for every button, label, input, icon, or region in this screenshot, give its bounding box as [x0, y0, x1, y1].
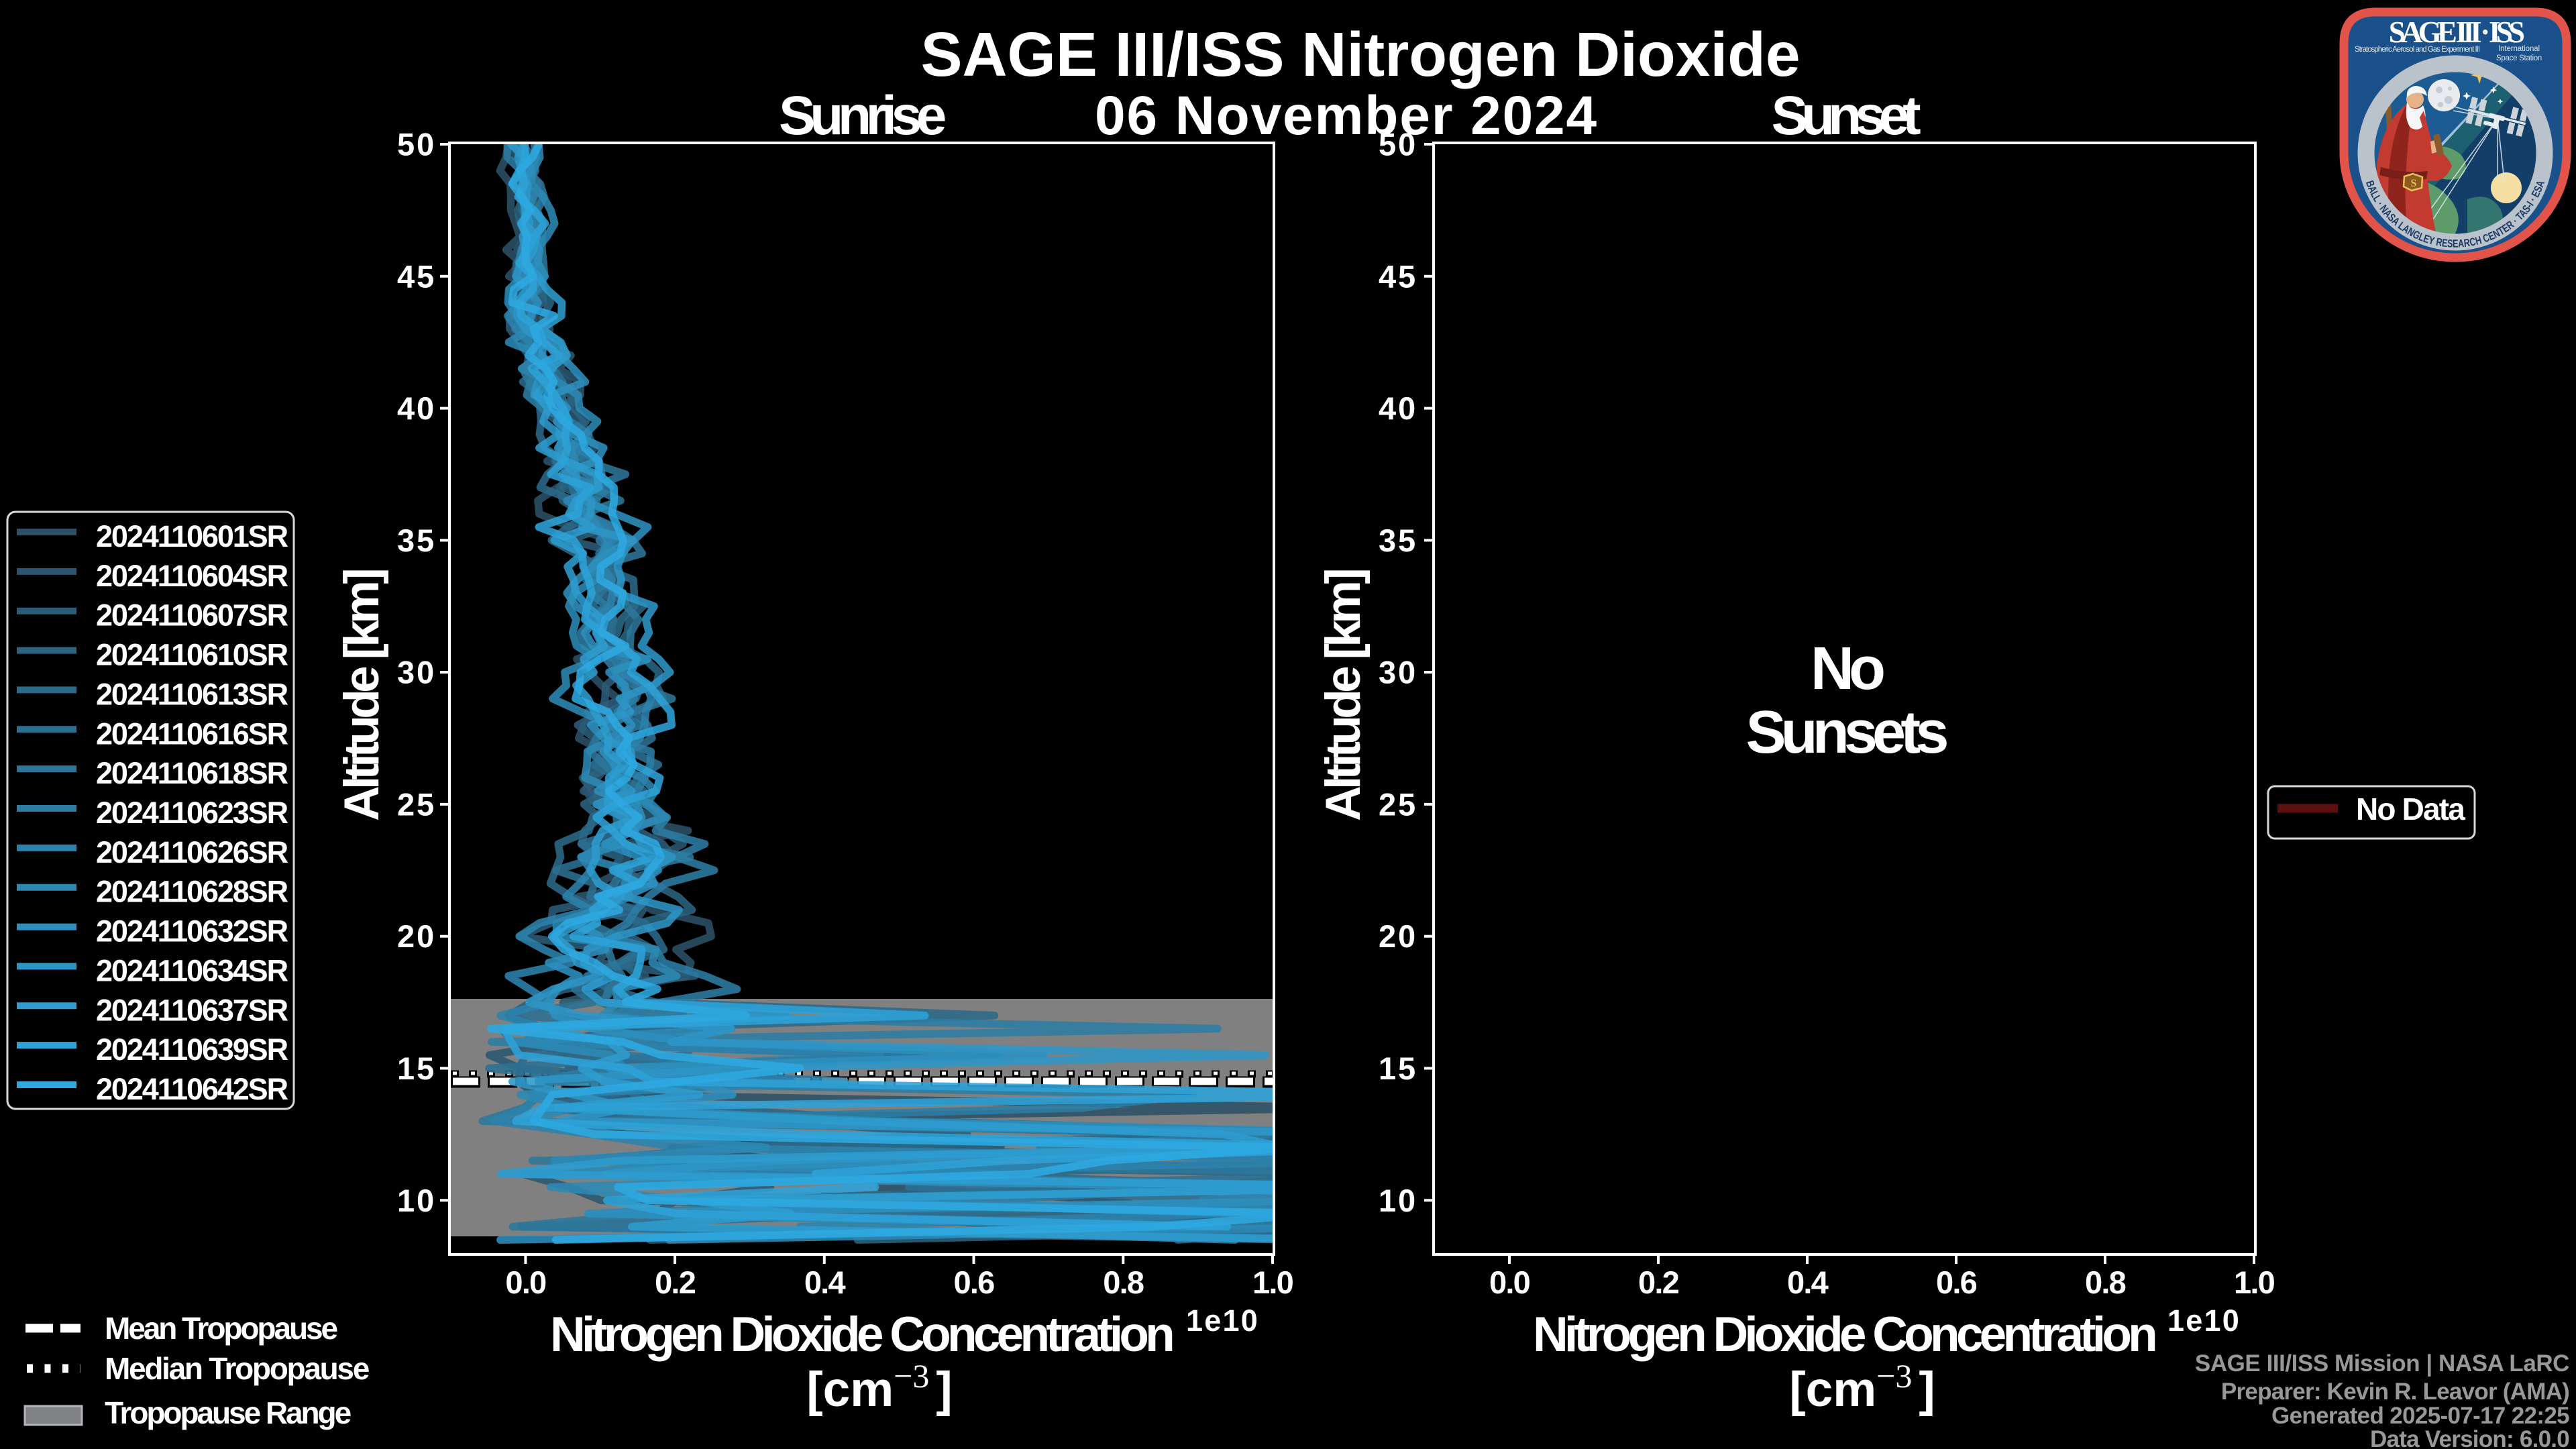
svg-text:Mean Tropopause: Mean Tropopause: [105, 1311, 338, 1346]
svg-text:0.2: 0.2: [655, 1265, 696, 1300]
svg-text:10: 10: [1379, 1183, 1417, 1218]
svg-text:Space Station: Space Station: [2496, 54, 2542, 62]
svg-text:2024110607SR: 2024110607SR: [96, 598, 288, 633]
svg-text:2024110642SR: 2024110642SR: [96, 1072, 288, 1106]
svg-text:06 November 2024: 06 November 2024: [1095, 85, 1598, 146]
svg-text:Preparer: Kevin R. Leavor (AMA: Preparer: Kevin R. Leavor (AMA): [2221, 1379, 2569, 1405]
svg-text:0.4: 0.4: [804, 1265, 846, 1300]
svg-text:0.6: 0.6: [954, 1265, 995, 1300]
svg-text:2024110610SR: 2024110610SR: [96, 638, 288, 672]
svg-text:SAGE III/ISS Mission | NASA La: SAGE III/ISS Mission | NASA LaRC: [2195, 1350, 2569, 1377]
svg-text:SAGE III · ISS: SAGE III · ISS: [2389, 15, 2524, 49]
svg-text:25: 25: [1379, 786, 1417, 822]
svg-text:2024110634SR: 2024110634SR: [96, 953, 288, 987]
svg-text:15: 15: [1379, 1051, 1417, 1086]
svg-text:50: 50: [397, 127, 436, 162]
svg-text:2024110613SR: 2024110613SR: [96, 677, 288, 711]
svg-text:35: 35: [1379, 523, 1417, 558]
svg-text:Generated 2025-07-17 22:25: Generated 2025-07-17 22:25: [2271, 1403, 2569, 1429]
svg-text:15: 15: [397, 1051, 436, 1086]
svg-text:2024110637SR: 2024110637SR: [96, 993, 288, 1027]
svg-text:2024110618SR: 2024110618SR: [96, 756, 288, 790]
svg-text:25: 25: [397, 786, 436, 822]
svg-text:Altitude [km]: Altitude [km]: [335, 570, 389, 821]
svg-text:10: 10: [397, 1183, 436, 1218]
svg-text:SAGE III/ISS Nitrogen Dioxide: SAGE III/ISS Nitrogen Dioxide: [920, 19, 1800, 89]
svg-text:40: 40: [1379, 390, 1417, 426]
svg-text:0.4: 0.4: [1787, 1265, 1829, 1300]
svg-text:2024110639SR: 2024110639SR: [96, 1032, 288, 1067]
svg-text:30: 30: [1379, 655, 1417, 690]
svg-text:2024110616SR: 2024110616SR: [96, 716, 288, 751]
svg-text:0.0: 0.0: [505, 1265, 546, 1300]
svg-text:0.0: 0.0: [1489, 1265, 1530, 1300]
svg-text:2024110601SR: 2024110601SR: [96, 519, 288, 553]
svg-text:No Data: No Data: [2356, 792, 2465, 826]
svg-text:0.2: 0.2: [1638, 1265, 1679, 1300]
svg-text:20: 20: [397, 918, 436, 954]
svg-text:Data Version: 6.0.0: Data Version: 6.0.0: [2370, 1426, 2569, 1449]
svg-text:International: International: [2498, 45, 2540, 53]
svg-text:0.8: 0.8: [1103, 1265, 1144, 1300]
svg-text:45: 45: [1379, 258, 1417, 294]
svg-text:Nitrogen Dioxide Concentration: Nitrogen Dioxide Concentration: [550, 1307, 1173, 1362]
svg-text:S: S: [2411, 178, 2417, 189]
svg-text:Tropopause Range: Tropopause Range: [105, 1395, 352, 1430]
svg-text:Sunset: Sunset: [1772, 85, 1921, 146]
svg-text:1e10: 1e10: [2167, 1303, 2241, 1338]
svg-text:2024110628SR: 2024110628SR: [96, 875, 288, 909]
svg-text:35: 35: [397, 523, 436, 558]
svg-text:45: 45: [397, 258, 436, 294]
svg-text:No: No: [1811, 635, 1884, 702]
svg-text:30: 30: [397, 655, 436, 690]
svg-text:Stratospheric Aerosol and Gas: Stratospheric Aerosol and Gas Experiment…: [2355, 46, 2480, 54]
svg-text:0.8: 0.8: [2085, 1265, 2126, 1300]
svg-text:Nitrogen Dioxide Concentration: Nitrogen Dioxide Concentration: [1533, 1307, 2155, 1362]
svg-text:2024110632SR: 2024110632SR: [96, 914, 288, 949]
svg-text:Median Tropopause: Median Tropopause: [105, 1351, 370, 1386]
svg-text:1.0: 1.0: [2234, 1265, 2275, 1300]
svg-text:0.6: 0.6: [1936, 1265, 1977, 1300]
svg-text:Sunrise: Sunrise: [779, 85, 945, 146]
svg-text:Sunsets: Sunsets: [1746, 699, 1947, 766]
svg-text:1.0: 1.0: [1252, 1265, 1293, 1300]
svg-text:20: 20: [1379, 918, 1417, 954]
svg-text:2024110623SR: 2024110623SR: [96, 796, 288, 830]
svg-text:40: 40: [397, 390, 436, 426]
svg-text:Altitude [km]: Altitude [km]: [1316, 570, 1371, 821]
svg-text:2024110626SR: 2024110626SR: [96, 835, 288, 869]
svg-text:2024110604SR: 2024110604SR: [96, 559, 288, 593]
svg-text:50: 50: [1379, 127, 1417, 162]
svg-text:1e10: 1e10: [1186, 1303, 1259, 1338]
